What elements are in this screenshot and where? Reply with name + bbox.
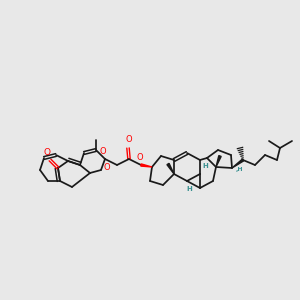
Text: O: O xyxy=(126,135,132,144)
Polygon shape xyxy=(141,164,152,167)
Text: H: H xyxy=(202,163,208,169)
Polygon shape xyxy=(167,164,174,174)
Polygon shape xyxy=(232,159,244,168)
Polygon shape xyxy=(216,156,221,167)
Text: O: O xyxy=(100,147,106,156)
Text: ,H: ,H xyxy=(236,167,244,172)
Text: O: O xyxy=(137,153,143,162)
Text: O: O xyxy=(104,164,111,172)
Text: H: H xyxy=(186,186,192,192)
Text: O: O xyxy=(44,148,50,157)
